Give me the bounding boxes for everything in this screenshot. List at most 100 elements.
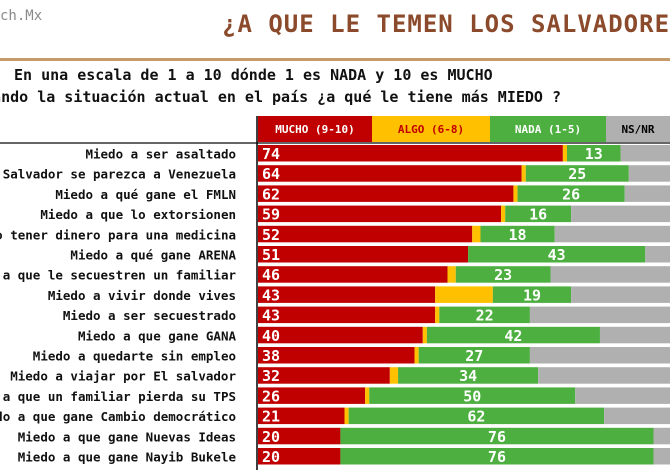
bar-1-8 bbox=[435, 306, 440, 324]
bar-2-8 bbox=[439, 306, 530, 324]
category-label: Miedo a qué gane ARENA bbox=[70, 248, 236, 263]
data-label-0-6: 46 bbox=[262, 266, 280, 284]
bar-0-13 bbox=[258, 407, 345, 425]
bar-0-9 bbox=[258, 326, 423, 344]
legend-label-0: MUCHO (9-10) bbox=[275, 123, 354, 136]
bar-1-11 bbox=[389, 367, 399, 384]
category-label: Miedo a que gane GANA bbox=[78, 328, 237, 343]
bar-3-3 bbox=[571, 205, 670, 223]
data-label-0-14: 20 bbox=[262, 428, 280, 446]
bar-2-3 bbox=[505, 205, 572, 223]
category-label: Miedo a qué gane el FMLN bbox=[55, 187, 236, 202]
bar-3-15 bbox=[653, 448, 670, 465]
data-label-2-7: 19 bbox=[523, 286, 541, 304]
legend-swatch-2 bbox=[490, 116, 606, 142]
title-divider bbox=[0, 58, 670, 61]
bar-0-14 bbox=[258, 427, 341, 445]
bar-2-12 bbox=[369, 387, 576, 404]
data-label-2-15: 76 bbox=[488, 448, 506, 466]
data-label-2-13: 62 bbox=[467, 408, 485, 426]
bar-1-7 bbox=[435, 286, 493, 303]
bar-2-1 bbox=[525, 165, 629, 182]
bar-2-5 bbox=[468, 246, 646, 263]
legend-label-3: NS/NR bbox=[621, 123, 654, 136]
bar-2-0 bbox=[567, 145, 621, 162]
category-label: Miedo a que lo extorsionen bbox=[40, 207, 236, 222]
category-label: a que un familiar pierda su TPS bbox=[3, 389, 236, 404]
bar-0-4 bbox=[258, 225, 473, 243]
category-label: Miedo a vivir donde vives bbox=[48, 288, 236, 303]
data-label-0-7: 43 bbox=[262, 286, 280, 304]
bar-0-5 bbox=[258, 246, 469, 263]
bar-3-9 bbox=[599, 326, 670, 344]
bar-3-11 bbox=[538, 367, 670, 384]
bar-2-11 bbox=[398, 367, 539, 384]
data-label-2-2: 26 bbox=[562, 185, 580, 203]
data-label-0-1: 64 bbox=[262, 165, 280, 183]
legend-label-1: ALGO (6-8) bbox=[398, 123, 464, 136]
page-title: ¿A QUE LE TEMEN LOS SALVADOREÑ bbox=[222, 10, 670, 38]
data-label-2-5: 43 bbox=[548, 246, 566, 264]
bar-1-1 bbox=[521, 165, 526, 182]
bar-0-0 bbox=[258, 145, 563, 162]
data-label-0-9: 40 bbox=[262, 327, 280, 345]
bar-0-3 bbox=[258, 205, 502, 223]
data-label-0-11: 32 bbox=[262, 367, 280, 385]
bar-3-7 bbox=[571, 286, 670, 303]
legend-swatch-3 bbox=[606, 116, 670, 142]
bar-3-8 bbox=[529, 306, 670, 324]
bar-2-2 bbox=[517, 185, 625, 202]
bar-1-13 bbox=[344, 407, 349, 425]
bar-1-10 bbox=[414, 347, 419, 364]
bar-0-2 bbox=[258, 185, 514, 202]
data-label-0-13: 21 bbox=[262, 408, 280, 426]
data-label-2-12: 50 bbox=[463, 387, 481, 405]
bar-3-6 bbox=[550, 266, 670, 283]
bar-1-2 bbox=[513, 185, 518, 202]
data-label-0-2: 62 bbox=[262, 185, 280, 203]
bar-0-15 bbox=[258, 448, 341, 465]
bar-2-15 bbox=[340, 448, 654, 465]
bar-0-6 bbox=[258, 266, 448, 283]
category-label: Miedo a que gane Nuevas Ideas bbox=[18, 429, 236, 444]
category-label: a que le secuestren un familiar bbox=[3, 268, 237, 283]
bar-2-4 bbox=[480, 225, 555, 243]
question-line-2: erando la situación actual en el país ¿a… bbox=[0, 88, 561, 106]
data-label-2-8: 22 bbox=[476, 307, 494, 325]
question-line-1: En una escala de 1 a 10 dónde 1 es NADA … bbox=[14, 66, 493, 84]
data-label-2-3: 16 bbox=[529, 206, 547, 224]
category-label: o tener dinero para una medicina bbox=[0, 227, 236, 242]
data-label-2-11: 34 bbox=[459, 367, 477, 385]
bar-3-1 bbox=[628, 165, 670, 182]
bar-1-6 bbox=[447, 266, 456, 283]
data-label-2-4: 18 bbox=[509, 226, 527, 244]
bar-2-6 bbox=[455, 266, 551, 283]
bar-3-14 bbox=[653, 427, 670, 445]
data-label-0-5: 51 bbox=[262, 246, 280, 264]
legend-label-2: NADA (1-5) bbox=[515, 123, 581, 136]
data-label-0-3: 59 bbox=[262, 206, 280, 224]
category-label: Miedo a ser asaltado bbox=[85, 147, 236, 162]
legend-swatch-0 bbox=[258, 116, 372, 142]
bar-0-11 bbox=[258, 367, 390, 384]
bar-1-9 bbox=[422, 326, 427, 344]
bar-3-4 bbox=[554, 225, 670, 243]
category-label: Miedo a viajar por El salvador bbox=[10, 369, 236, 384]
data-label-0-4: 52 bbox=[262, 226, 280, 244]
bar-3-5 bbox=[645, 246, 670, 263]
bar-3-0 bbox=[620, 145, 670, 162]
bar-2-10 bbox=[418, 347, 530, 364]
bar-2-13 bbox=[348, 407, 605, 425]
bar-1-0 bbox=[562, 145, 567, 162]
bar-3-2 bbox=[624, 185, 670, 202]
bar-3-12 bbox=[575, 387, 670, 404]
bar-1-12 bbox=[365, 387, 370, 404]
bar-1-3 bbox=[501, 205, 506, 223]
data-label-2-1: 25 bbox=[568, 165, 586, 183]
bar-3-13 bbox=[604, 407, 670, 425]
data-label-2-9: 42 bbox=[504, 327, 522, 345]
category-label: do a que gane Cambio democrático bbox=[0, 409, 236, 424]
data-label-0-15: 20 bbox=[262, 448, 280, 466]
data-label-0-0: 74 bbox=[262, 145, 280, 163]
legend-swatch-1 bbox=[372, 116, 490, 142]
